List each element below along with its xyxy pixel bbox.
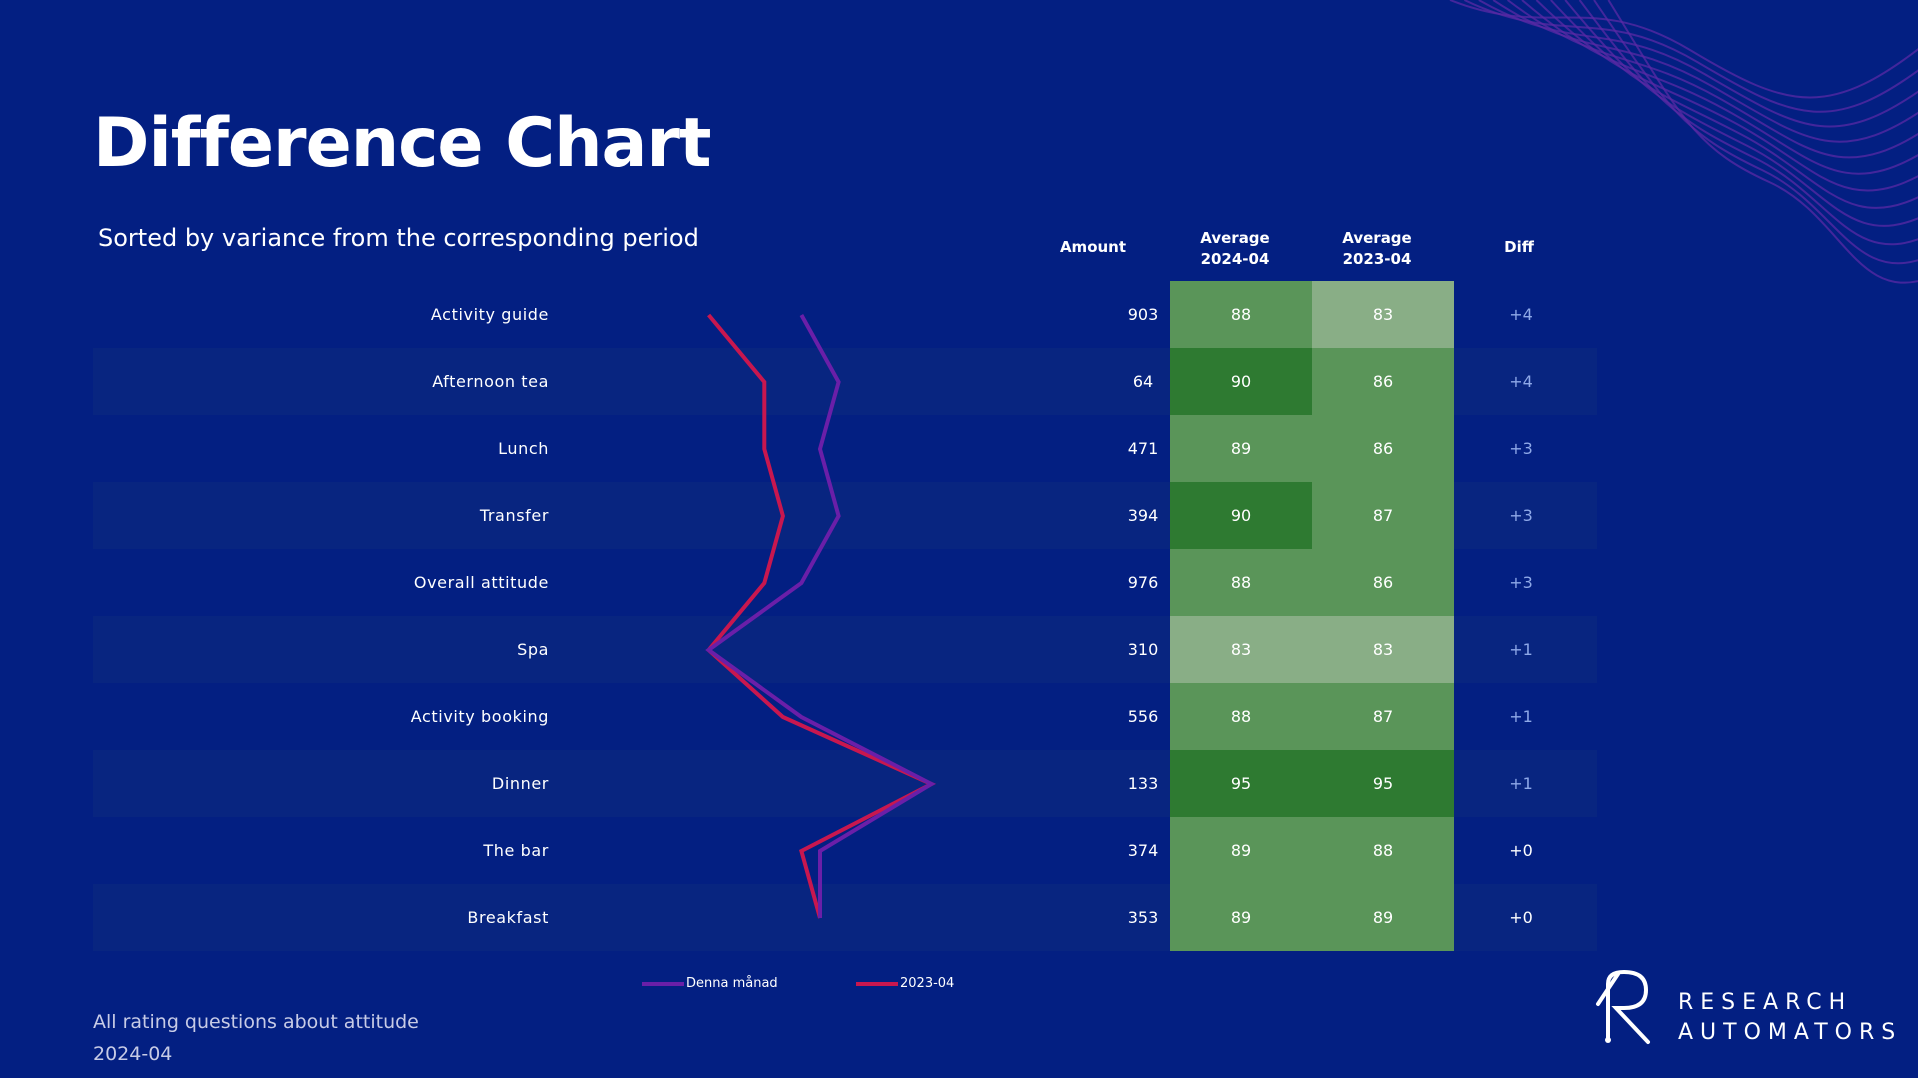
- row-label: Overall attitude: [413, 573, 549, 592]
- average-previous-cell: 88: [1312, 817, 1454, 884]
- page-subtitle: Sorted by variance from the correspondin…: [98, 224, 699, 252]
- diff-value: +3: [1509, 506, 1533, 525]
- row-label: Spa: [517, 640, 549, 659]
- diff-value: +0: [1509, 908, 1533, 927]
- logo-mark-icon: [1596, 969, 1650, 1044]
- diff-value: +3: [1509, 573, 1533, 592]
- amount-value: 310: [1127, 640, 1159, 659]
- page-title: Difference Chart: [93, 104, 711, 183]
- table-row: Activity guide 903 88 83 +4: [93, 281, 1597, 348]
- table-row: Lunch 471 89 86 +3: [93, 415, 1597, 482]
- average-current-cell: 90: [1170, 482, 1312, 549]
- average-previous-cell: 95: [1312, 750, 1454, 817]
- amount-value: 374: [1127, 841, 1159, 860]
- data-table: Activity guide 903 88 83 +4 Afternoon tea 64 90…: [93, 281, 1597, 951]
- wave-line: [1535, 0, 1918, 192]
- research-automators-logo: RESEARCH AUTOMATORS: [1594, 966, 1895, 1046]
- diff-value: +4: [1509, 372, 1533, 391]
- amount-value: 394: [1127, 506, 1159, 525]
- average-current-cell: 88: [1170, 683, 1312, 750]
- wave-line: [1550, 0, 1918, 209]
- diff-value: +1: [1509, 774, 1533, 793]
- legend-label-current: Denna månad: [686, 976, 778, 991]
- row-label: Afternoon tea: [432, 372, 549, 391]
- average-previous-cell: 87: [1312, 683, 1454, 750]
- table-row: Spa 310 83 83 +1: [93, 616, 1597, 683]
- average-previous-cell: 83: [1312, 616, 1454, 683]
- average-previous-cell: 86: [1312, 415, 1454, 482]
- average-previous-cell: 86: [1312, 348, 1454, 415]
- column-header-diff: Diff: [1504, 238, 1534, 256]
- diff-value: +3: [1509, 439, 1533, 458]
- column-header-average-current: Average 2024-04: [1200, 229, 1270, 268]
- average-current-cell: 90: [1170, 348, 1312, 415]
- amount-value: 556: [1127, 707, 1159, 726]
- footer-period: 2024-04: [93, 1043, 173, 1065]
- legend-swatch-current: [642, 981, 684, 986]
- average-current-cell: 95: [1170, 750, 1312, 817]
- legend-item-previous: 2023-04: [856, 976, 954, 991]
- diff-value: +1: [1509, 707, 1533, 726]
- wave-line: [1564, 0, 1918, 227]
- table-row: Breakfast 353 89 89 +0: [93, 884, 1597, 951]
- amount-value: 353: [1127, 908, 1159, 927]
- diff-value: +0: [1509, 841, 1533, 860]
- row-label: Transfer: [479, 506, 549, 525]
- diff-value: +1: [1509, 640, 1533, 659]
- average-current-cell: 88: [1170, 281, 1312, 348]
- row-label: Lunch: [498, 439, 549, 458]
- row-label: Breakfast: [467, 908, 549, 927]
- average-current-cell: 89: [1170, 415, 1312, 482]
- column-header-amount: Amount: [1059, 238, 1127, 256]
- table-row: Transfer 394 90 87 +3: [93, 482, 1597, 549]
- average-previous-cell: 83: [1312, 281, 1454, 348]
- decorative-waves: [1449, 0, 1918, 284]
- average-current-cell: 89: [1170, 817, 1312, 884]
- average-previous-cell: 87: [1312, 482, 1454, 549]
- logo-text-research: RESEARCH: [1678, 990, 1853, 1015]
- logo-text-automators: AUTOMATORS: [1678, 1020, 1903, 1045]
- amount-value: 903: [1127, 305, 1159, 324]
- average-previous-cell: 89: [1312, 884, 1454, 951]
- table-row: Afternoon tea 64 90 86 +4: [93, 348, 1597, 415]
- row-label: Activity guide: [430, 305, 549, 324]
- amount-value: 64: [1132, 372, 1154, 391]
- footer-description: All rating questions about attitude: [93, 1011, 419, 1033]
- average-current-cell: 89: [1170, 884, 1312, 951]
- amount-value: 471: [1127, 439, 1159, 458]
- table-row: Overall attitude 976 88 86 +3: [93, 549, 1597, 616]
- wave-line: [1593, 0, 1918, 265]
- row-label: The bar: [483, 841, 549, 860]
- wave-line: [1492, 0, 1918, 143]
- diff-value: +4: [1509, 305, 1533, 324]
- row-label: Activity booking: [410, 707, 549, 726]
- legend-swatch-previous: [856, 981, 898, 986]
- table-row: Activity booking 556 88 87 +1: [93, 683, 1597, 750]
- average-previous-cell: 86: [1312, 549, 1454, 616]
- average-current-cell: 83: [1170, 616, 1312, 683]
- wave-line: [1521, 0, 1918, 175]
- table-row: Dinner 133 95 95 +1: [93, 750, 1597, 817]
- column-header-average-previous: Average 2023-04: [1342, 229, 1412, 268]
- wave-line: [1607, 0, 1918, 284]
- wave-line: [1578, 0, 1918, 246]
- legend-item-current: Denna månad: [642, 976, 778, 991]
- row-label: Dinner: [491, 774, 549, 793]
- amount-value: 976: [1127, 573, 1159, 592]
- table-row: The bar 374 89 88 +0: [93, 817, 1597, 884]
- amount-value: 133: [1127, 774, 1159, 793]
- average-current-cell: 88: [1170, 549, 1312, 616]
- legend-label-previous: 2023-04: [900, 976, 955, 991]
- wave-line: [1449, 0, 1918, 99]
